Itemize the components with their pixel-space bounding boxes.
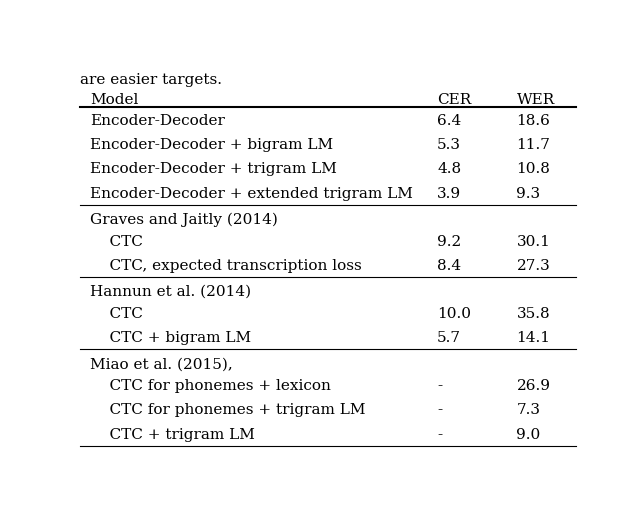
Text: 35.8: 35.8 (516, 307, 550, 321)
Text: -: - (437, 428, 442, 442)
Text: Graves and Jaitly (2014): Graves and Jaitly (2014) (90, 213, 278, 227)
Text: Encoder-Decoder + bigram LM: Encoder-Decoder + bigram LM (90, 138, 333, 152)
Text: Hannun et al. (2014): Hannun et al. (2014) (90, 285, 251, 299)
Text: CTC: CTC (90, 235, 143, 249)
Text: CTC + trigram LM: CTC + trigram LM (90, 428, 255, 442)
Text: CTC for phonemes + lexicon: CTC for phonemes + lexicon (90, 379, 331, 393)
Text: 27.3: 27.3 (516, 259, 550, 273)
Text: 10.8: 10.8 (516, 163, 550, 176)
Text: 26.9: 26.9 (516, 379, 550, 393)
Text: 8.4: 8.4 (437, 259, 461, 273)
Text: Model: Model (90, 93, 138, 107)
Text: CER: CER (437, 93, 472, 107)
Text: -: - (437, 379, 442, 393)
Text: Encoder-Decoder: Encoder-Decoder (90, 114, 225, 128)
Text: are easier targets.: are easier targets. (80, 73, 222, 87)
Text: CTC for phonemes + trigram LM: CTC for phonemes + trigram LM (90, 403, 365, 418)
Text: 11.7: 11.7 (516, 138, 550, 152)
Text: 4.8: 4.8 (437, 163, 461, 176)
Text: 3.9: 3.9 (437, 186, 461, 201)
Text: 14.1: 14.1 (516, 331, 550, 345)
Text: Encoder-Decoder + extended trigram LM: Encoder-Decoder + extended trigram LM (90, 186, 413, 201)
Text: 7.3: 7.3 (516, 403, 540, 418)
Text: 9.2: 9.2 (437, 235, 461, 249)
Text: CTC + bigram LM: CTC + bigram LM (90, 331, 251, 345)
Text: 18.6: 18.6 (516, 114, 550, 128)
Text: 9.3: 9.3 (516, 186, 541, 201)
Text: CTC, expected transcription loss: CTC, expected transcription loss (90, 259, 362, 273)
Text: Encoder-Decoder + trigram LM: Encoder-Decoder + trigram LM (90, 163, 337, 176)
Text: 5.3: 5.3 (437, 138, 461, 152)
Text: 9.0: 9.0 (516, 428, 541, 442)
Text: 10.0: 10.0 (437, 307, 471, 321)
Text: 5.7: 5.7 (437, 331, 461, 345)
Text: WER: WER (516, 93, 555, 107)
Text: 6.4: 6.4 (437, 114, 461, 128)
Text: 30.1: 30.1 (516, 235, 550, 249)
Text: CTC: CTC (90, 307, 143, 321)
Text: Miao et al. (2015),: Miao et al. (2015), (90, 358, 233, 371)
Text: -: - (437, 403, 442, 418)
